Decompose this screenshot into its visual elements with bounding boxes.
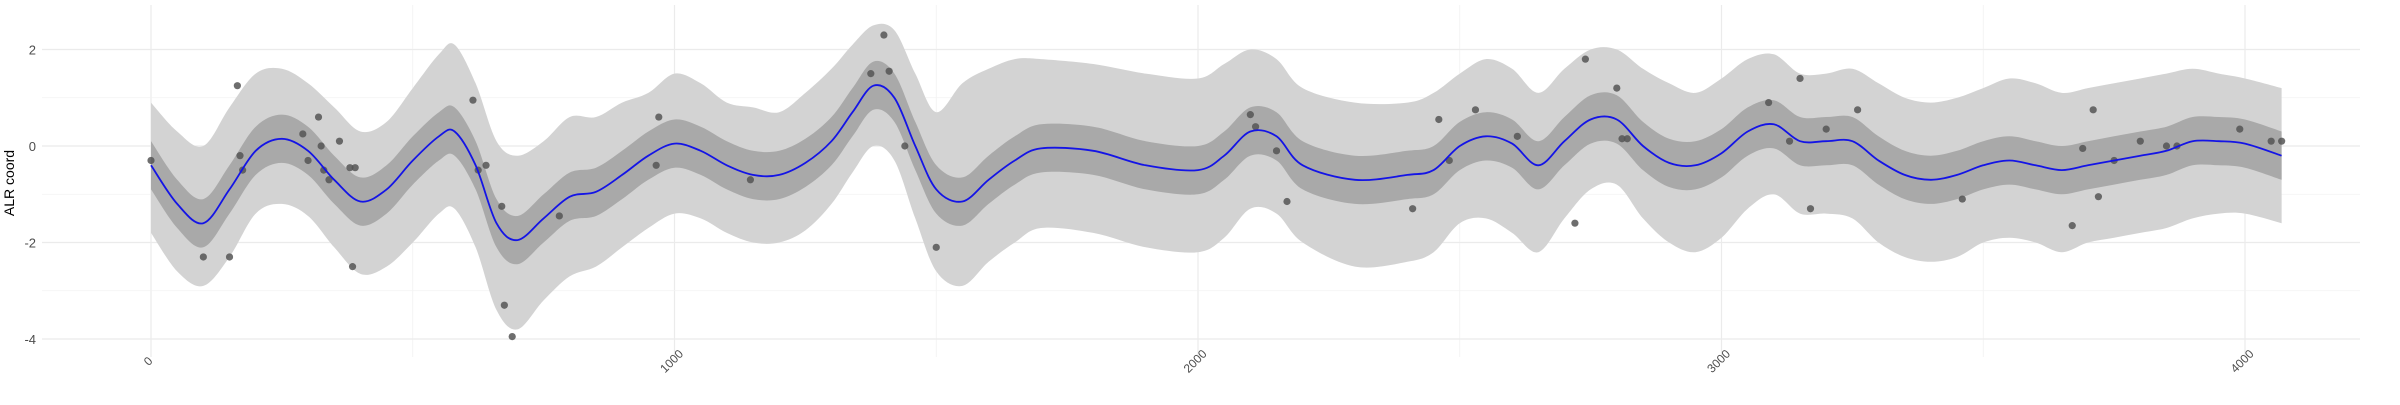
data-point	[2089, 106, 2097, 114]
data-point	[1251, 123, 1260, 131]
data-point	[1571, 219, 1579, 227]
data-point	[482, 161, 490, 169]
data-point	[555, 212, 563, 220]
data-point	[351, 164, 359, 172]
data-point	[1513, 132, 1521, 140]
data-point	[885, 67, 893, 75]
data-point	[317, 142, 325, 150]
data-point	[147, 156, 155, 165]
data-point	[655, 113, 663, 121]
data-point	[508, 332, 516, 341]
x-axis: 0 1000 2000 3000 4000	[141, 347, 2257, 376]
data-point	[498, 202, 506, 210]
data-point	[1581, 55, 1589, 63]
data-point	[500, 301, 508, 309]
y-tick-label: -2	[24, 236, 36, 251]
data-point	[1613, 84, 1621, 92]
data-point	[1471, 106, 1480, 114]
data-point	[320, 166, 328, 174]
data-point	[1854, 106, 1862, 114]
data-point	[867, 70, 875, 78]
data-point	[1435, 115, 1443, 124]
data-point	[233, 82, 241, 90]
data-point	[652, 161, 660, 169]
data-point	[2094, 193, 2103, 201]
y-tick-label: -4	[24, 332, 36, 347]
data-point	[225, 253, 234, 261]
data-point	[880, 31, 888, 39]
data-point	[1958, 195, 1966, 203]
data-point	[1618, 135, 1626, 143]
data-point	[236, 152, 244, 160]
data-point	[2136, 137, 2144, 145]
data-point	[1272, 147, 1281, 155]
data-point	[746, 176, 755, 184]
x-tick-label: 0	[141, 354, 156, 369]
data-point	[2068, 222, 2076, 230]
data-point	[299, 130, 307, 138]
x-tick-label: 2000	[1181, 347, 1210, 376]
data-point	[1409, 205, 1417, 213]
data-point	[346, 164, 354, 172]
data-point	[901, 142, 909, 150]
x-tick-label: 3000	[1704, 347, 1733, 376]
data-point	[199, 253, 207, 261]
data-point	[335, 137, 344, 145]
data-point	[1623, 135, 1631, 143]
data-point	[314, 113, 323, 121]
y-axis-label: ALR coord	[1, 150, 17, 216]
data-point	[2162, 142, 2171, 150]
data-point	[1765, 98, 1773, 107]
mean-line	[150, 84, 2282, 242]
data-point	[2267, 137, 2275, 145]
y-tick-label: 2	[29, 43, 36, 58]
data-point	[1246, 111, 1254, 119]
data-point	[325, 176, 333, 184]
data-point	[2236, 125, 2244, 133]
data-point	[348, 263, 357, 271]
data-point	[1822, 125, 1830, 133]
data-point	[1785, 137, 1794, 145]
data-point	[2278, 137, 2286, 145]
data-point	[469, 96, 477, 104]
y-axis: 2 0 -2 -4	[24, 43, 36, 348]
x-tick-label: 4000	[2228, 347, 2257, 376]
mean-line-path	[150, 84, 2282, 242]
observation-points	[147, 31, 2286, 341]
x-tick-label: 1000	[657, 347, 686, 376]
data-point	[932, 243, 940, 251]
y-tick-label: 0	[29, 139, 36, 154]
data-point	[1806, 205, 1815, 213]
data-point	[1796, 74, 1804, 83]
data-point	[304, 156, 312, 165]
data-point	[2079, 144, 2087, 153]
data-point	[1283, 197, 1291, 206]
